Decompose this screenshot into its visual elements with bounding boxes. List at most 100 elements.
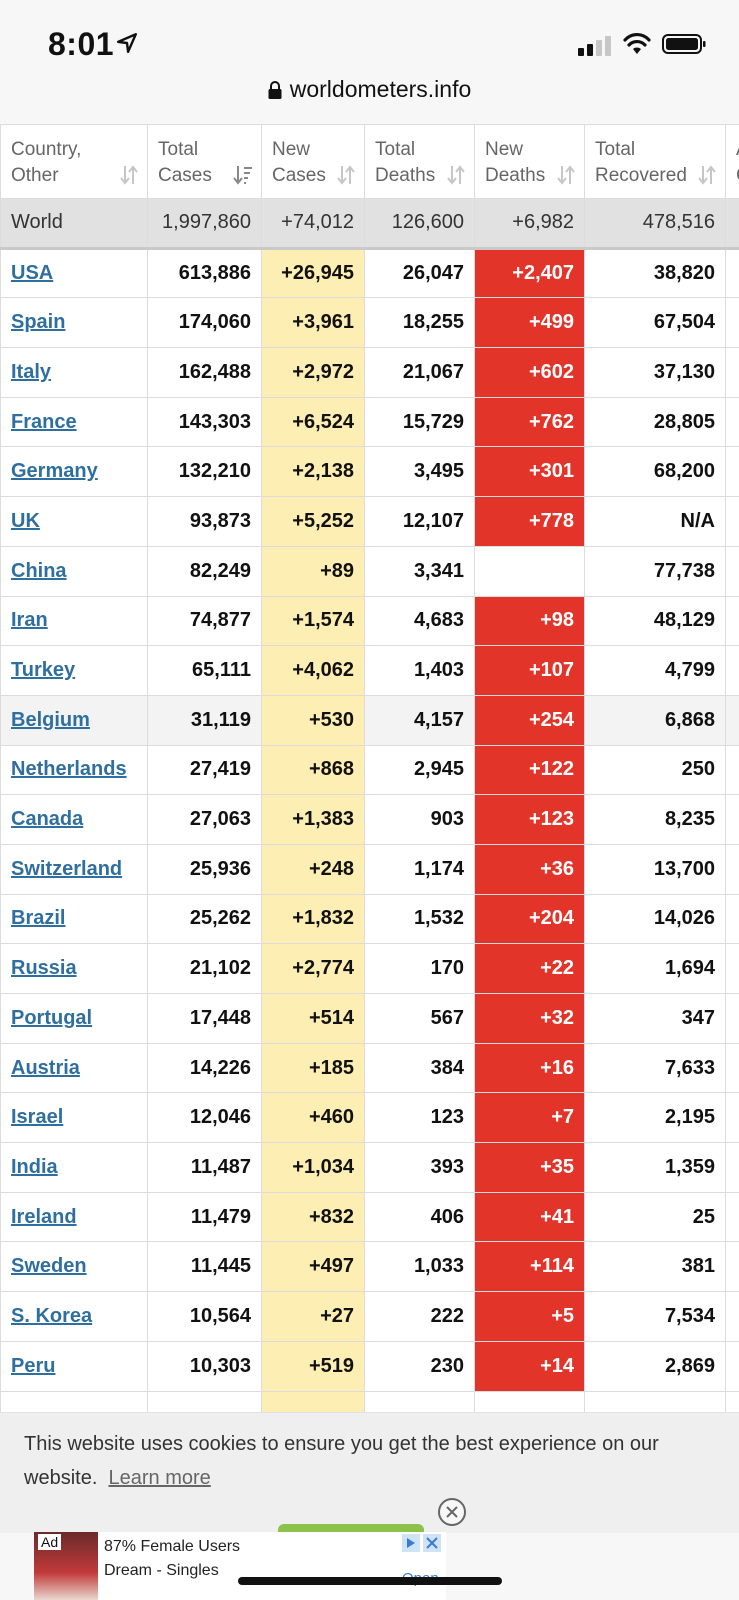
cell-new-cases: +26,945 bbox=[261, 247, 365, 299]
cell-country[interactable]: Portugal bbox=[0, 993, 148, 1044]
cell-active-cases bbox=[725, 1142, 739, 1193]
covid-table[interactable]: Country, Other Total Cases New Cases Total D… bbox=[0, 124, 739, 1414]
cell-country[interactable]: Austria bbox=[0, 1042, 148, 1094]
sort-icon[interactable] bbox=[556, 164, 576, 186]
close-icon[interactable] bbox=[438, 1498, 466, 1526]
table-row: Sweden 11,445 +497 1,033 +114 381 bbox=[0, 1241, 739, 1293]
cell-total-cases: 82,249 bbox=[147, 545, 262, 597]
battery-icon bbox=[662, 34, 706, 54]
cell-country[interactable]: Ireland bbox=[0, 1191, 148, 1243]
ad-subtitle[interactable]: Dream - Singles bbox=[104, 1562, 219, 1579]
cell-country[interactable]: Belgium bbox=[0, 694, 148, 746]
cell-new-deaths: +301 bbox=[474, 446, 585, 498]
cell-country[interactable]: Germany bbox=[0, 446, 148, 498]
sort-icon[interactable] bbox=[336, 164, 356, 186]
cell-total-recovered: 13,700 bbox=[584, 843, 726, 895]
cell-total-cases: 132,210 bbox=[147, 446, 262, 498]
ad-label: Ad bbox=[38, 1534, 62, 1550]
sort-icon[interactable] bbox=[119, 164, 139, 186]
cell-country[interactable]: UK bbox=[0, 496, 148, 547]
cell-country[interactable]: Netherlands bbox=[0, 744, 148, 796]
ad-title[interactable]: 87% Female Users bbox=[104, 1538, 241, 1555]
cell-new-cases: +868 bbox=[261, 744, 365, 796]
cell-total-deaths: 4,683 bbox=[364, 595, 475, 647]
header-new-deaths[interactable]: New Deaths bbox=[474, 124, 585, 199]
cell-active-cases bbox=[725, 1241, 739, 1293]
cell-country[interactable]: Sweden bbox=[0, 1241, 148, 1293]
cell-total-cases: 174,060 bbox=[147, 297, 262, 349]
adchoices-icon[interactable] bbox=[402, 1534, 442, 1552]
cell-country[interactable]: France bbox=[0, 396, 148, 448]
cell-active-cases bbox=[725, 198, 739, 249]
sort-icon[interactable] bbox=[446, 164, 466, 186]
cell-total-cases: 11,445 bbox=[147, 1241, 262, 1293]
cell-total-cases: 11,479 bbox=[147, 1191, 262, 1243]
cell-new-cases: +74,012 bbox=[261, 198, 365, 249]
cell-new-cases: +1,383 bbox=[261, 794, 365, 845]
cell-total-cases: 17,448 bbox=[147, 993, 262, 1044]
cell-new-deaths: +98 bbox=[474, 595, 585, 647]
cell-new-cases: +89 bbox=[261, 545, 365, 597]
cell-country[interactable]: Turkey bbox=[0, 645, 148, 696]
cell-total-cases: 21,102 bbox=[147, 943, 262, 994]
cell-country[interactable]: USA bbox=[0, 247, 148, 299]
header-active-cases[interactable]: AC bbox=[725, 124, 739, 199]
cell-total-recovered: N/A bbox=[584, 496, 726, 547]
cell-country[interactable] bbox=[0, 1390, 148, 1414]
cell-active-cases bbox=[725, 396, 739, 448]
cell-country[interactable]: Russia bbox=[0, 943, 148, 994]
cell-country[interactable]: Italy bbox=[0, 347, 148, 398]
cell-new-cases: +3,961 bbox=[261, 297, 365, 349]
cell-total-deaths: 170 bbox=[364, 943, 475, 994]
cell-total-recovered: 1,694 bbox=[584, 943, 726, 994]
location-arrow-icon bbox=[116, 32, 138, 54]
header-total-cases[interactable]: Total Cases bbox=[147, 124, 262, 199]
cell-country[interactable]: Switzerland bbox=[0, 843, 148, 895]
cell-new-deaths: +123 bbox=[474, 794, 585, 845]
header-country[interactable]: Country, Other bbox=[0, 124, 148, 199]
learn-more-link[interactable]: Learn more bbox=[108, 1467, 211, 1489]
cell-total-deaths bbox=[364, 1390, 475, 1414]
cell-country[interactable]: India bbox=[0, 1142, 148, 1193]
cell-country[interactable]: Peru bbox=[0, 1340, 148, 1392]
wifi-icon bbox=[623, 33, 651, 54]
home-indicator[interactable] bbox=[238, 1577, 502, 1585]
cell-total-cases: 65,111 bbox=[147, 645, 262, 696]
sort-desc-icon[interactable] bbox=[233, 164, 253, 186]
cell-country[interactable]: S. Korea bbox=[0, 1291, 148, 1342]
cell-country[interactable]: Israel bbox=[0, 1092, 148, 1144]
cell-country[interactable]: Brazil bbox=[0, 893, 148, 945]
cell-active-cases bbox=[725, 347, 739, 398]
cell-active-cases bbox=[725, 794, 739, 845]
cell-country[interactable]: Iran bbox=[0, 595, 148, 647]
cell-new-cases: +2,774 bbox=[261, 943, 365, 994]
cell-country[interactable]: Spain bbox=[0, 297, 148, 349]
cell-total-cases: 25,262 bbox=[147, 893, 262, 945]
header-total-recovered[interactable]: Total Recovered bbox=[584, 124, 726, 199]
cell-active-cases bbox=[725, 993, 739, 1044]
table-row: S. Korea 10,564 +27 222 +5 7,534 bbox=[0, 1291, 739, 1342]
header-total-deaths[interactable]: Total Deaths bbox=[364, 124, 475, 199]
cell-new-deaths bbox=[474, 545, 585, 597]
cell-total-cases: 31,119 bbox=[147, 694, 262, 746]
cell-new-cases: +460 bbox=[261, 1092, 365, 1144]
address-bar[interactable]: worldometers.info bbox=[0, 76, 739, 120]
cell-total-cases: 10,303 bbox=[147, 1340, 262, 1392]
cell-active-cases bbox=[725, 1042, 739, 1094]
cell-new-cases: +4,062 bbox=[261, 645, 365, 696]
cell-total-recovered: 68,200 bbox=[584, 446, 726, 498]
cell-total-deaths: 393 bbox=[364, 1142, 475, 1193]
cell-country[interactable]: China bbox=[0, 545, 148, 597]
cell-total-cases: 613,886 bbox=[147, 247, 262, 299]
ad-banner[interactable]: Ad 87% Female Users Dream - Singles Open bbox=[34, 1532, 446, 1600]
sort-icon[interactable] bbox=[697, 164, 717, 186]
cell-country[interactable]: Canada bbox=[0, 794, 148, 845]
header-new-cases[interactable]: New Cases bbox=[261, 124, 365, 199]
cell-total-recovered: 48,129 bbox=[584, 595, 726, 647]
cell-total-cases: 25,936 bbox=[147, 843, 262, 895]
cell-new-cases: +832 bbox=[261, 1191, 365, 1243]
cell-total-recovered: 4,799 bbox=[584, 645, 726, 696]
table-row: Germany 132,210 +2,138 3,495 +301 68,200 bbox=[0, 446, 739, 498]
table-row: Iran 74,877 +1,574 4,683 +98 48,129 bbox=[0, 595, 739, 647]
cell-active-cases bbox=[725, 595, 739, 647]
